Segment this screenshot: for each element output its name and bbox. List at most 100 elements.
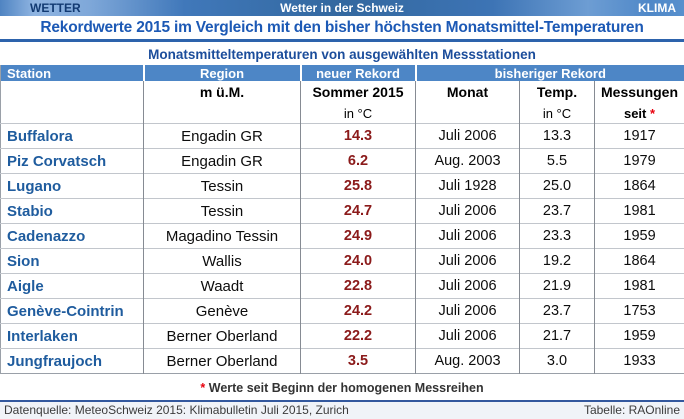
cell-month: Juli 2006 — [415, 198, 520, 224]
cell-temp: 23.7 — [519, 198, 595, 224]
subheader-new-record-line2: in °C — [300, 103, 416, 124]
cell-region: Magadino Tessin — [143, 223, 301, 249]
cell-station: Stabio — [0, 198, 144, 224]
banner-center-label: Wetter in der Schweiz — [280, 1, 404, 15]
table-row: Lugano Tessin 25.8 Juli 1928 25.0 1864 — [0, 173, 684, 199]
cell-region: Waadt — [143, 273, 301, 299]
cell-since: 1981 — [594, 273, 684, 299]
cell-new-record: 25.8 — [300, 173, 416, 199]
cell-new-record: 24.9 — [300, 223, 416, 249]
cell-month: Juli 2006 — [415, 273, 520, 299]
cell-new-record: 22.2 — [300, 323, 416, 349]
cell-station: Lugano — [0, 173, 144, 199]
cell-new-record: 24.0 — [300, 248, 416, 274]
cell-temp: 3.0 — [519, 348, 595, 374]
cell-since: 1959 — [594, 223, 684, 249]
records-table: Station Region neuer Rekord bisheriger R… — [0, 65, 684, 374]
subheader-region-unit: m ü.M. — [143, 81, 301, 124]
subheader-measurements-line2: seit * — [595, 103, 684, 124]
cell-new-record: 22.8 — [300, 273, 416, 299]
cell-month: Juli 2006 — [415, 123, 520, 149]
cell-temp: 19.2 — [519, 248, 595, 274]
cell-month: Juli 2006 — [415, 248, 520, 274]
cell-temp: 23.3 — [519, 223, 595, 249]
banner-right-label: KLIMA — [638, 1, 676, 15]
cell-month: Juli 1928 — [415, 173, 520, 199]
title-divider — [0, 39, 684, 42]
cell-region: Berner Oberland — [143, 323, 301, 349]
cell-region: Genève — [143, 298, 301, 324]
cell-station: Piz Corvatsch — [0, 148, 144, 174]
cell-station: Aigle — [0, 273, 144, 299]
cell-since: 1933 — [594, 348, 684, 374]
cell-station: Cadenazzo — [0, 223, 144, 249]
subheader-measurements-line1: Messungen — [601, 84, 679, 100]
cell-temp: 13.3 — [519, 123, 595, 149]
cell-month: Aug. 2003 — [415, 148, 520, 174]
cell-station: Interlaken — [0, 323, 144, 349]
table-credit-label: Tabelle: RAOnline — [583, 403, 680, 417]
table-row: Aigle Waadt 22.8 Juli 2006 21.9 1981 — [0, 273, 684, 299]
subheader-seit-label: seit — [623, 105, 647, 121]
banner-left-label: WETTER — [30, 1, 81, 15]
table-subtitle: Monatsmitteltemperaturen von ausgewählte… — [148, 47, 536, 62]
cell-temp: 21.7 — [519, 323, 595, 349]
subheader-station-empty — [0, 81, 144, 124]
col-header-previous-record: bisheriger Rekord — [415, 65, 684, 81]
data-source-label: Datenquelle: MeteoSchweiz 2015: Klimabul… — [4, 403, 349, 417]
asterisk-marker: * — [650, 105, 656, 121]
table-row: Cadenazzo Magadino Tessin 24.9 Juli 2006… — [0, 223, 684, 249]
cell-region: Engadin GR — [143, 148, 301, 174]
col-header-region: Region — [143, 65, 302, 81]
table-row: Genève-Cointrin Genève 24.2 Juli 2006 23… — [0, 298, 684, 324]
table-row: Sion Wallis 24.0 Juli 2006 19.2 1864 — [0, 248, 684, 274]
cell-temp: 21.9 — [519, 273, 595, 299]
page-title: Rekordwerte 2015 im Vergleich mit den bi… — [40, 19, 644, 36]
cell-station: Sion — [0, 248, 144, 274]
credit-bar: Datenquelle: MeteoSchweiz 2015: Klimabul… — [0, 400, 684, 419]
cell-station: Buffalora — [0, 123, 144, 149]
col-header-station: Station — [0, 65, 145, 81]
cell-region: Engadin GR — [143, 123, 301, 149]
cell-temp: 25.0 — [519, 173, 595, 199]
cell-region: Berner Oberland — [143, 348, 301, 374]
table-row: Jungfraujoch Berner Oberland 3.5 Aug. 20… — [0, 348, 684, 374]
cell-month: Juli 2006 — [415, 223, 520, 249]
footnote-text: Werte seit Beginn der homogenen Messreih… — [208, 381, 484, 395]
cell-region: Tessin — [143, 198, 301, 224]
cell-new-record: 24.2 — [300, 298, 416, 324]
subheader-new-record-line1: Sommer 2015 — [300, 81, 416, 103]
table-row: Piz Corvatsch Engadin GR 6.2 Aug. 2003 5… — [0, 148, 684, 174]
cell-since: 1917 — [594, 123, 684, 149]
cell-new-record: 6.2 — [300, 148, 416, 174]
cell-since: 1864 — [594, 248, 684, 274]
subheader-month: Monat — [415, 81, 520, 124]
cell-since: 1979 — [594, 148, 684, 174]
table-row: Stabio Tessin 24.7 Juli 2006 23.7 1981 — [0, 198, 684, 224]
cell-region: Tessin — [143, 173, 301, 199]
cell-temp: 23.7 — [519, 298, 595, 324]
top-banner: Wetter in der Schweiz WETTER KLIMA — [0, 0, 684, 16]
subheader-row-2: in °C in °C seit * — [1, 103, 684, 124]
cell-new-record: 24.7 — [300, 198, 416, 224]
table-row: Buffalora Engadin GR 14.3 Juli 2006 13.3… — [0, 123, 684, 149]
footnote-asterisk: * — [200, 381, 206, 395]
subheader-temp-line1: Temp. — [519, 81, 595, 103]
table-row: Interlaken Berner Oberland 22.2 Juli 200… — [0, 323, 684, 349]
cell-station: Genève-Cointrin — [0, 298, 144, 324]
cell-since: 1864 — [594, 173, 684, 199]
cell-month: Juli 2006 — [415, 298, 520, 324]
subheader-temp-line2: in °C — [519, 103, 595, 124]
cell-new-record: 3.5 — [300, 348, 416, 374]
cell-since: 1981 — [594, 198, 684, 224]
subheader-row-1: m ü.M. Sommer 2015 Monat Temp. Messungen — [0, 81, 684, 124]
cell-new-record: 14.3 — [300, 123, 416, 149]
cell-region: Wallis — [143, 248, 301, 274]
cell-month: Juli 2006 — [415, 323, 520, 349]
cell-temp: 5.5 — [519, 148, 595, 174]
header-row: Station Region neuer Rekord bisheriger R… — [0, 65, 684, 81]
cell-month: Aug. 2003 — [415, 348, 520, 374]
cell-since: 1753 — [594, 298, 684, 324]
cell-station: Jungfraujoch — [0, 348, 144, 374]
col-header-new-record: neuer Rekord — [300, 65, 417, 81]
